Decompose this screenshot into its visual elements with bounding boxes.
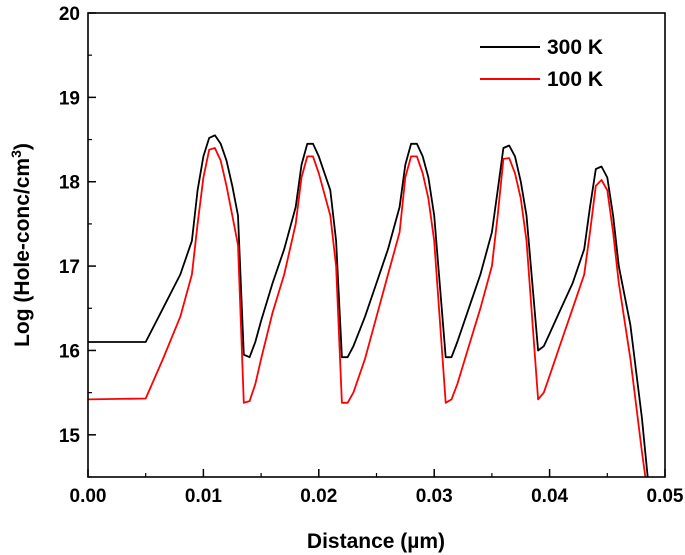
x-tick-label: 0.00 — [70, 486, 107, 507]
y-tick-label: 18 — [59, 173, 80, 194]
x-tick-label: 0.01 — [185, 486, 222, 507]
y-tick-label: 20 — [59, 4, 80, 25]
legend-label-300k: 300 K — [547, 36, 603, 59]
x-tick-label: 0.02 — [300, 486, 337, 507]
legend: 300 K 100 K — [480, 36, 603, 91]
x-tick-label: 0.04 — [531, 486, 568, 507]
y-axis: 15 16 17 18 19 20 — [59, 4, 96, 478]
x-tick-label: 0.03 — [416, 486, 453, 507]
x-tick-label: 0.05 — [647, 486, 684, 507]
y-tick-label: 17 — [59, 257, 80, 278]
legend-label-100k: 100 K — [547, 68, 603, 91]
x-axis-title: Distance (µm) — [307, 530, 445, 553]
y-axis-title: Log (Hole-conc/cm3) — [8, 143, 34, 347]
y-tick-label: 15 — [59, 426, 81, 447]
series-line-100k — [88, 147, 647, 477]
series-layer — [88, 134, 649, 477]
y-tick-label: 16 — [59, 341, 80, 362]
x-axis: 0.00 0.01 0.02 0.03 0.04 0.05 — [70, 469, 684, 507]
series-line-300k — [88, 134, 649, 477]
y-tick-label: 19 — [59, 88, 80, 109]
